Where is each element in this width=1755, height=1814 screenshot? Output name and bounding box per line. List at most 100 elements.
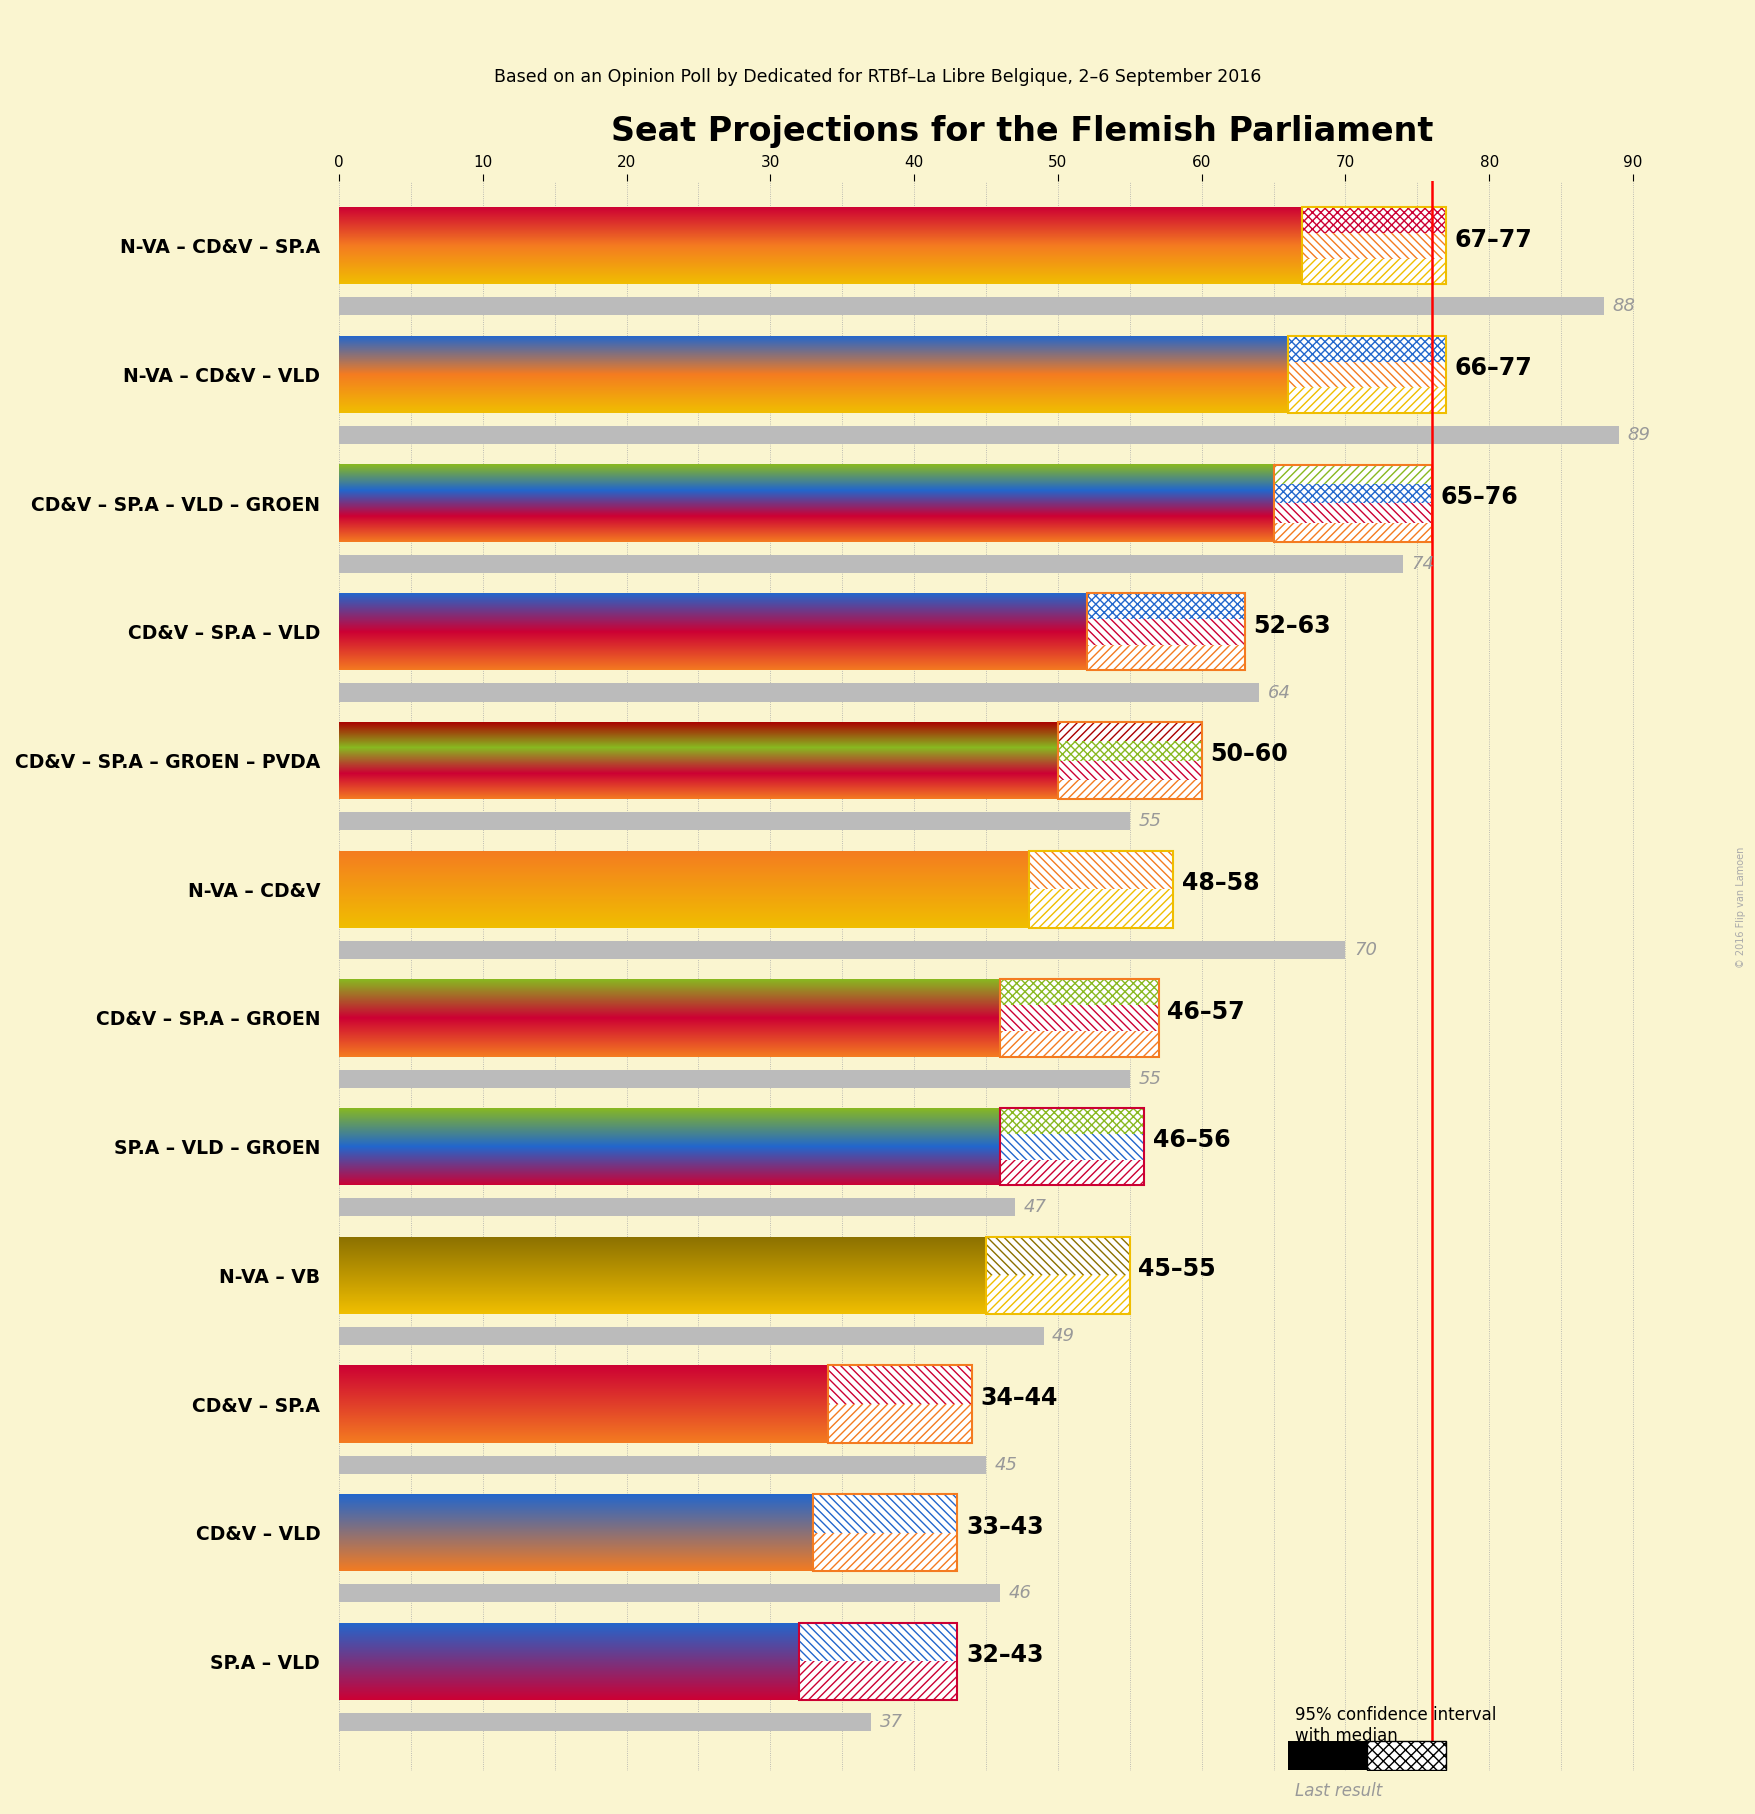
Bar — [1028, 851, 1172, 889]
Bar — [1086, 644, 1244, 671]
Bar — [339, 555, 1402, 573]
Text: 74: 74 — [1411, 555, 1434, 573]
Bar — [1058, 742, 1202, 760]
Bar — [1000, 1005, 1158, 1030]
Text: 88: 88 — [1613, 297, 1636, 316]
Text: 34–44: 34–44 — [981, 1386, 1058, 1409]
Bar — [1058, 722, 1202, 800]
Bar — [1302, 232, 1446, 259]
Text: 45: 45 — [995, 1455, 1018, 1473]
Text: 67–77: 67–77 — [1455, 227, 1532, 252]
Bar — [339, 1070, 1130, 1088]
Title: Seat Projections for the Flemish Parliament: Seat Projections for the Flemish Parliam… — [611, 114, 1434, 147]
Bar — [339, 1455, 986, 1473]
Text: 46: 46 — [1009, 1584, 1032, 1602]
Bar — [1058, 722, 1202, 800]
Bar — [1302, 207, 1446, 285]
Bar — [339, 1712, 870, 1731]
Bar — [339, 1584, 1000, 1602]
Bar — [828, 1366, 972, 1442]
Bar — [1274, 464, 1432, 484]
Bar — [1302, 207, 1446, 232]
Bar — [828, 1366, 972, 1442]
Text: 46–56: 46–56 — [1153, 1128, 1230, 1152]
Bar — [1302, 207, 1446, 285]
Text: 45–55: 45–55 — [1139, 1257, 1216, 1281]
Text: 95% confidence interval
with median: 95% confidence interval with median — [1295, 1707, 1497, 1745]
Bar — [339, 941, 1346, 960]
Bar — [814, 1495, 956, 1533]
Text: 32–43: 32–43 — [965, 1643, 1044, 1667]
Bar — [1028, 851, 1172, 929]
Text: 33–43: 33–43 — [965, 1515, 1044, 1538]
Text: 89: 89 — [1627, 426, 1650, 444]
Bar — [1274, 464, 1432, 542]
Bar — [814, 1533, 956, 1571]
Bar — [1028, 851, 1172, 929]
Bar — [1000, 1030, 1158, 1056]
Bar — [339, 297, 1604, 316]
Bar — [1288, 336, 1446, 414]
Bar — [339, 684, 1258, 702]
Bar — [1086, 593, 1244, 671]
Bar — [1000, 1159, 1144, 1185]
Text: 65–76: 65–76 — [1441, 484, 1518, 510]
Bar — [1302, 259, 1446, 285]
Text: Based on an Opinion Poll by Dedicated for RTBf–La Libre Belgique, 2–6 September : Based on an Opinion Poll by Dedicated fo… — [493, 67, 1262, 85]
Bar — [339, 1199, 1014, 1215]
Bar — [799, 1624, 956, 1700]
Bar — [1028, 889, 1172, 929]
Bar — [1000, 980, 1158, 1056]
Bar — [1058, 780, 1202, 800]
Text: 37: 37 — [879, 1712, 902, 1731]
Text: 46–57: 46–57 — [1167, 1000, 1244, 1023]
Text: 70: 70 — [1355, 941, 1378, 960]
Text: 50–60: 50–60 — [1211, 742, 1288, 766]
Text: 64: 64 — [1267, 684, 1292, 702]
Text: 47: 47 — [1023, 1199, 1046, 1215]
Bar — [1086, 593, 1244, 671]
Text: 49: 49 — [1053, 1328, 1076, 1344]
Bar — [1086, 593, 1244, 619]
Bar — [1000, 1108, 1144, 1134]
Bar — [799, 1624, 956, 1662]
Bar — [1274, 484, 1432, 502]
Bar — [828, 1366, 972, 1404]
Bar — [1000, 980, 1158, 1005]
Bar — [1367, 1741, 1446, 1769]
Bar — [1000, 1108, 1144, 1185]
Bar — [1058, 722, 1202, 742]
Text: © 2016 Flip van Lamoen: © 2016 Flip van Lamoen — [1736, 847, 1746, 967]
Text: 52–63: 52–63 — [1253, 613, 1330, 639]
Bar — [814, 1495, 956, 1571]
Bar — [1000, 980, 1158, 1056]
Bar — [1288, 1741, 1367, 1769]
Bar — [1288, 336, 1446, 361]
Bar — [1288, 336, 1446, 414]
Text: Last result: Last result — [1295, 1783, 1383, 1801]
Bar — [1288, 361, 1446, 388]
Bar — [814, 1495, 956, 1571]
Bar — [986, 1237, 1130, 1313]
Bar — [1274, 464, 1432, 542]
Bar — [339, 813, 1130, 831]
Bar — [339, 426, 1618, 444]
Text: 55: 55 — [1139, 1070, 1162, 1088]
Bar — [1000, 1134, 1144, 1159]
Bar — [1288, 388, 1446, 414]
Bar — [828, 1404, 972, 1442]
Text: 66–77: 66–77 — [1455, 356, 1532, 381]
Bar — [799, 1624, 956, 1700]
Text: 48–58: 48–58 — [1181, 871, 1258, 894]
Bar — [1000, 1108, 1144, 1185]
Bar — [1274, 502, 1432, 522]
Bar — [1086, 619, 1244, 644]
Bar — [339, 1328, 1044, 1344]
Bar — [986, 1237, 1130, 1275]
Text: 55: 55 — [1139, 813, 1162, 831]
Bar — [799, 1662, 956, 1700]
Bar — [1058, 760, 1202, 780]
Bar — [986, 1275, 1130, 1313]
Bar — [986, 1237, 1130, 1313]
Bar — [1274, 522, 1432, 542]
